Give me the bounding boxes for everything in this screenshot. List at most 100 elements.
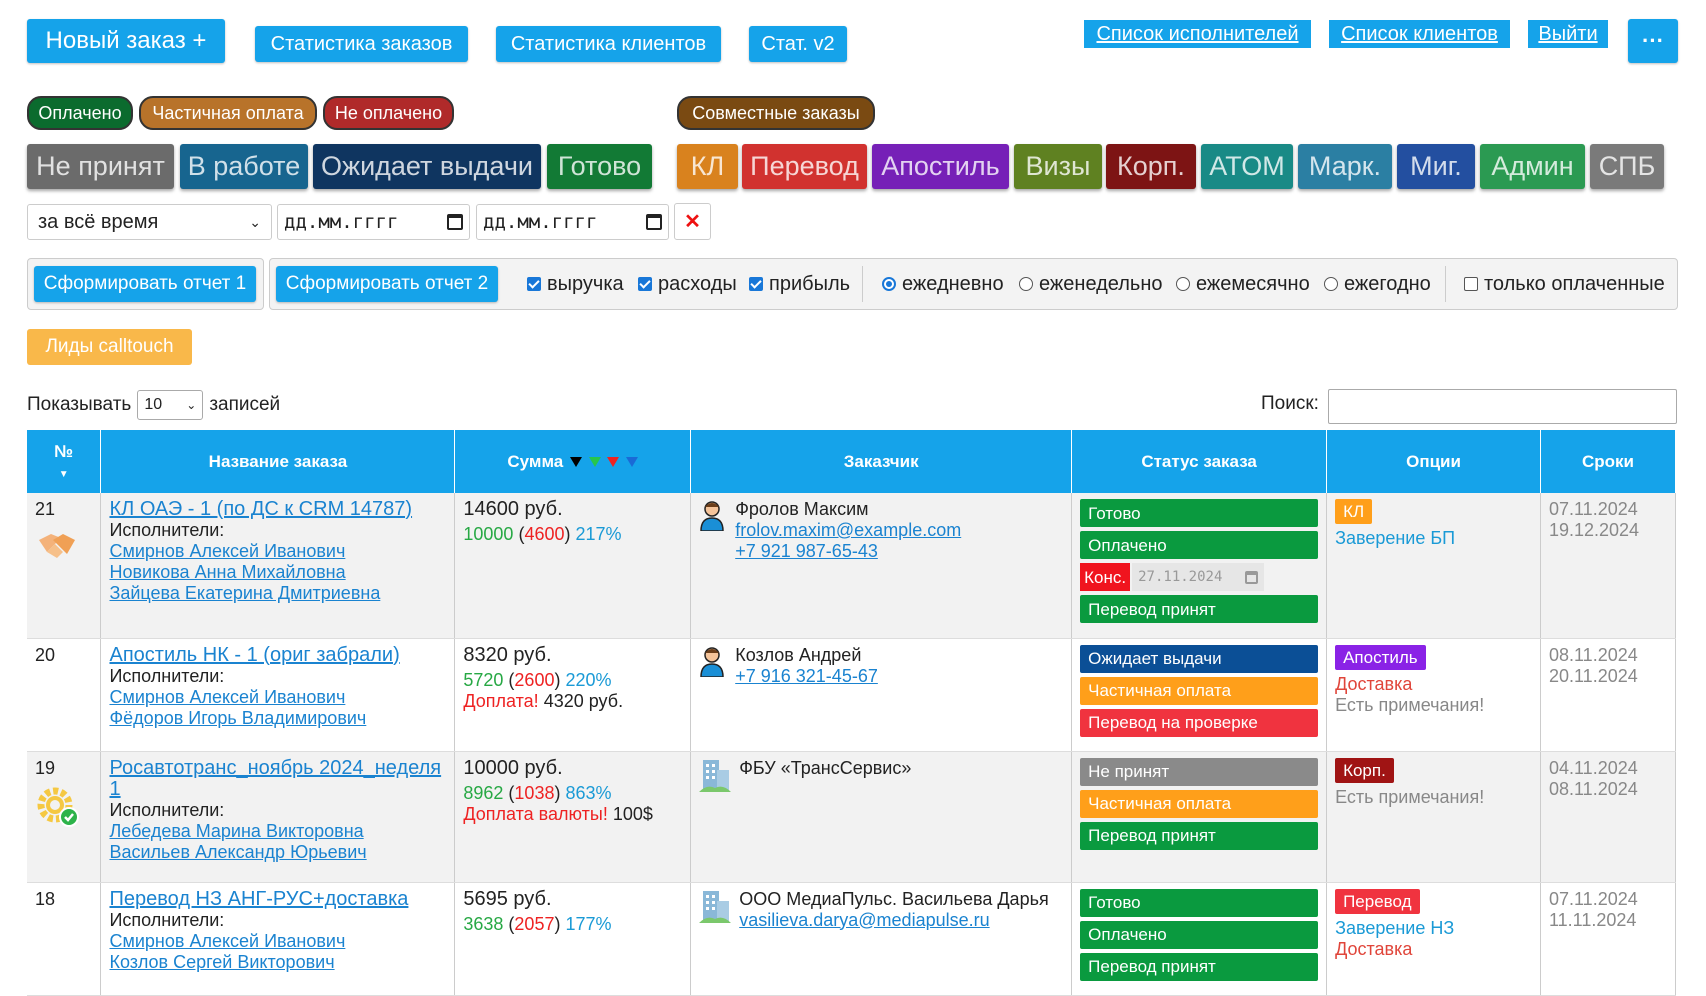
- executor-link[interactable]: Смирнов Алексей Иванович: [109, 686, 346, 707]
- executor-link[interactable]: Фёдоров Игорь Владимирович: [109, 707, 367, 728]
- stats-v2-button[interactable]: Стат. v2: [749, 26, 847, 62]
- checkbox-only-paid[interactable]: только оплаченные: [1464, 272, 1665, 296]
- executor-link[interactable]: Козлов Сергей Викторович: [109, 951, 335, 972]
- filter-status-in-progress[interactable]: В работе: [180, 144, 308, 189]
- kons-date-input[interactable]: 27.11.2024: [1132, 563, 1265, 591]
- category-tag[interactable]: Апостиль: [1335, 644, 1426, 670]
- client-phone-link[interactable]: +7 921 987-65-43: [735, 541, 878, 561]
- client-phone-link[interactable]: +7 916 321-45-67: [735, 665, 878, 686]
- col-num[interactable]: № ▼: [27, 430, 102, 493]
- client-name: ООО МедиаПульс. Васильева Дарья: [739, 888, 1049, 909]
- orders-stats-button[interactable]: Статистика заказов: [255, 26, 468, 62]
- col-dates[interactable]: Сроки: [1540, 430, 1677, 493]
- status-badge[interactable]: Не принят: [1080, 757, 1319, 786]
- status-badge[interactable]: Перевод принят: [1080, 821, 1319, 850]
- status-badge[interactable]: Ожидает выдачи: [1080, 644, 1319, 673]
- page-size-select[interactable]: 10 ⌄: [137, 390, 204, 420]
- report1-button[interactable]: Сформировать отчет 1: [34, 266, 256, 302]
- filter-status-not-accepted[interactable]: Не принят: [27, 144, 174, 189]
- filter-status-done[interactable]: Готово: [547, 144, 652, 189]
- clients-list-link[interactable]: Список клиентов: [1329, 20, 1510, 48]
- leads-calltouch-button[interactable]: Лиды calltouch: [27, 329, 192, 365]
- period-select[interactable]: за всё время ⌄: [27, 204, 272, 240]
- clients-stats-button[interactable]: Статистика клиентов: [496, 26, 721, 62]
- radio-yearly[interactable]: ежегодно: [1324, 272, 1431, 296]
- executor-link[interactable]: Лебедева Марина Викторовна: [109, 820, 364, 841]
- extra-payment: Доплата! 4320 руб.: [463, 691, 682, 712]
- status-badge[interactable]: Готово: [1080, 499, 1319, 527]
- radio-weekly[interactable]: еженедельно: [1019, 272, 1163, 296]
- filter-cat-spb[interactable]: СПБ: [1590, 144, 1664, 189]
- filter-partial-paid[interactable]: Частичная оплата: [139, 96, 317, 130]
- filter-cat-atom[interactable]: ATOM: [1201, 144, 1293, 189]
- col-options[interactable]: Опции: [1326, 430, 1541, 493]
- category-tag[interactable]: Корп.: [1335, 757, 1394, 783]
- sort-red-icon[interactable]: [607, 457, 620, 468]
- col-title[interactable]: Название заказа: [100, 430, 456, 493]
- date-from-input[interactable]: дд.мм.гггг: [277, 204, 470, 240]
- executor-link[interactable]: Смирнов Алексей Иванович: [109, 930, 346, 951]
- order-title-link[interactable]: Апостиль НК - 1 (ориг забрали): [109, 643, 400, 666]
- radio-monthly[interactable]: ежемесячно: [1176, 272, 1310, 296]
- profit-line: 3638 (2057) 177%: [463, 913, 612, 934]
- executors-list-link[interactable]: Список исполнителей: [1084, 20, 1311, 48]
- status-badge[interactable]: Готово: [1080, 888, 1319, 917]
- col-sum[interactable]: Сумма: [454, 430, 692, 493]
- filter-paid[interactable]: Оплачено: [27, 96, 133, 130]
- filter-cat-mig[interactable]: Миг.: [1397, 144, 1475, 189]
- checkbox-expenses[interactable]: расходы: [638, 272, 737, 296]
- filter-cat-admin[interactable]: Админ: [1480, 144, 1585, 189]
- col-client[interactable]: Заказчик: [690, 430, 1073, 493]
- extra-payment-value: 4320 руб.: [543, 690, 624, 711]
- filter-status-awaiting[interactable]: Ожидает выдачи: [313, 144, 541, 189]
- filter-cat-mark[interactable]: Марк.: [1298, 144, 1392, 189]
- sort-black-icon[interactable]: [570, 457, 582, 468]
- status-badge[interactable]: Оплачено: [1080, 531, 1319, 559]
- order-title-link[interactable]: КЛ ОАЭ - 1 (по ДС к CRM 14787): [109, 498, 413, 520]
- checkbox-revenue[interactable]: выручка: [527, 272, 624, 296]
- table-row[interactable]: 20 Апостиль НК - 1 (ориг забрали) Исполн…: [27, 638, 1677, 752]
- status-badge[interactable]: Перевод на проверке: [1080, 708, 1319, 737]
- sort-green-icon[interactable]: [588, 457, 601, 468]
- filter-joint-orders[interactable]: Совместные заказы: [677, 96, 875, 130]
- filter-cat-translation[interactable]: Перевод: [742, 144, 867, 189]
- clear-dates-button[interactable]: ✕: [674, 203, 711, 240]
- filter-cat-visas[interactable]: Визы: [1014, 144, 1102, 189]
- executor-link[interactable]: Смирнов Алексей Иванович: [109, 541, 346, 561]
- table-row[interactable]: 19 Росавтотранс_ноябрь 2024_неделя 1 Исп…: [27, 751, 1677, 883]
- order-title-link[interactable]: Росавтотранс_ноябрь 2024_неделя 1: [109, 756, 442, 800]
- table-row[interactable]: 21 КЛ ОАЭ - 1 (по ДС к CRM 14787) Исполн…: [27, 493, 1677, 639]
- table-row[interactable]: 18 Перевод НЗ АНГ-РУС+доставка Исполните…: [27, 882, 1677, 996]
- category-tag[interactable]: Перевод: [1335, 888, 1420, 914]
- search-input[interactable]: [1328, 389, 1677, 424]
- filter-cat-apostille[interactable]: Апостиль: [872, 144, 1009, 189]
- logout-link[interactable]: Выйти: [1528, 20, 1608, 48]
- status-badge[interactable]: Перевод принят: [1080, 952, 1319, 981]
- calendar-icon[interactable]: [447, 214, 463, 230]
- radio-daily[interactable]: ежедневно: [882, 272, 1004, 296]
- executor-link[interactable]: Новикова Анна Михайловна: [109, 562, 346, 582]
- status-badge[interactable]: Частичная оплата: [1080, 789, 1319, 818]
- filter-cat-kl[interactable]: КЛ: [677, 144, 738, 189]
- date-to-input[interactable]: дд.мм.гггг: [476, 204, 669, 240]
- status-badge[interactable]: Частичная оплата: [1080, 676, 1319, 705]
- category-tag[interactable]: КЛ: [1335, 499, 1373, 524]
- client-email-link[interactable]: frolov.maxim@example.com: [735, 520, 962, 540]
- client-email-link[interactable]: vasilieva.darya@mediapulse.ru: [739, 909, 990, 930]
- status-badge[interactable]: Перевод принят: [1080, 595, 1319, 623]
- sort-blue-icon[interactable]: [626, 457, 639, 468]
- filter-cat-corp[interactable]: Корп.: [1106, 144, 1196, 189]
- new-order-button[interactable]: Новый заказ +: [27, 19, 225, 63]
- calendar-icon[interactable]: [646, 214, 662, 230]
- filter-unpaid[interactable]: Не оплачено: [323, 96, 454, 130]
- checkbox-checked-icon: [527, 277, 541, 291]
- col-status[interactable]: Статус заказа: [1071, 430, 1328, 493]
- checkbox-profit[interactable]: прибыль: [749, 272, 850, 296]
- order-title-link[interactable]: Перевод НЗ АНГ-РУС+доставка: [109, 887, 409, 910]
- executor-link[interactable]: Васильев Александр Юрьевич: [109, 841, 367, 862]
- report2-button[interactable]: Сформировать отчет 2: [276, 266, 498, 302]
- status-badge[interactable]: Оплачено: [1080, 920, 1319, 949]
- more-menu-button[interactable]: ···: [1628, 19, 1678, 63]
- executor-link[interactable]: Зайцева Екатерина Дмитриевна: [109, 583, 381, 603]
- col-sum-label: Сумма: [507, 451, 564, 471]
